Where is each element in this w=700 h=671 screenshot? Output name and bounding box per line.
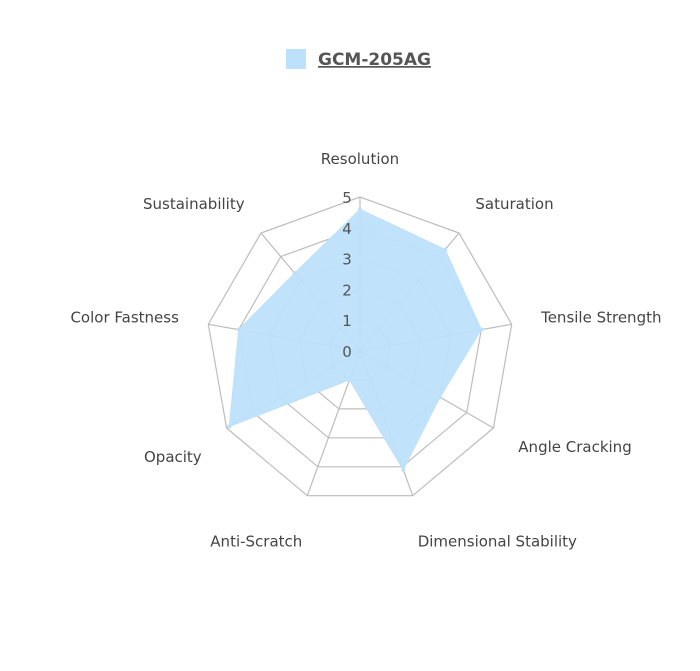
data-point-resolution[interactable] bbox=[358, 207, 362, 212]
category-label-dimensional-stability: Dimensional Stability bbox=[418, 532, 577, 550]
grid-ring-5 bbox=[207, 196, 513, 497]
category-label-resolution: Resolution bbox=[321, 150, 399, 168]
data-point-sustainability[interactable] bbox=[292, 271, 297, 276]
tick-label-2: 2 bbox=[342, 281, 352, 299]
tick-label-5: 5 bbox=[342, 189, 352, 207]
legend[interactable]: GCM-205AG bbox=[286, 49, 431, 70]
data-point-dimensional-stability[interactable] bbox=[401, 467, 406, 472]
series-area-0[interactable] bbox=[228, 208, 482, 471]
data-point-angle-cracking[interactable] bbox=[438, 395, 442, 400]
category-label-color-fastness: Color Fastness bbox=[70, 309, 179, 327]
category-label-sustainability: Sustainability bbox=[143, 195, 245, 213]
tick-label-3: 3 bbox=[342, 251, 352, 269]
category-label-saturation: Saturation bbox=[475, 195, 553, 213]
data-point-opacity[interactable] bbox=[227, 424, 232, 429]
series-layer bbox=[227, 207, 484, 472]
data-point-color-fastness[interactable] bbox=[236, 327, 241, 332]
legend-swatch[interactable] bbox=[286, 49, 306, 69]
tick-label-1: 1 bbox=[342, 312, 352, 330]
data-point-anti-scratch[interactable] bbox=[347, 377, 352, 382]
tick-label-4: 4 bbox=[342, 220, 352, 238]
data-point-tensile-strength[interactable] bbox=[479, 327, 484, 332]
data-point-saturation[interactable] bbox=[443, 247, 448, 252]
category-label-angle-cracking: Angle Cracking bbox=[518, 438, 631, 456]
category-labels: Resolution Saturation Tensile Strength Angl… bbox=[70, 150, 661, 550]
tick-label-0: 0 bbox=[342, 343, 352, 361]
legend-label[interactable]: GCM-205AG bbox=[318, 50, 431, 70]
category-label-anti-scratch: Anti-Scratch bbox=[210, 532, 302, 550]
category-label-opacity: Opacity bbox=[144, 448, 202, 466]
radial-tick-labels: 0 1 2 3 4 5 bbox=[342, 189, 352, 361]
category-label-tensile-strength: Tensile Strength bbox=[540, 309, 661, 327]
